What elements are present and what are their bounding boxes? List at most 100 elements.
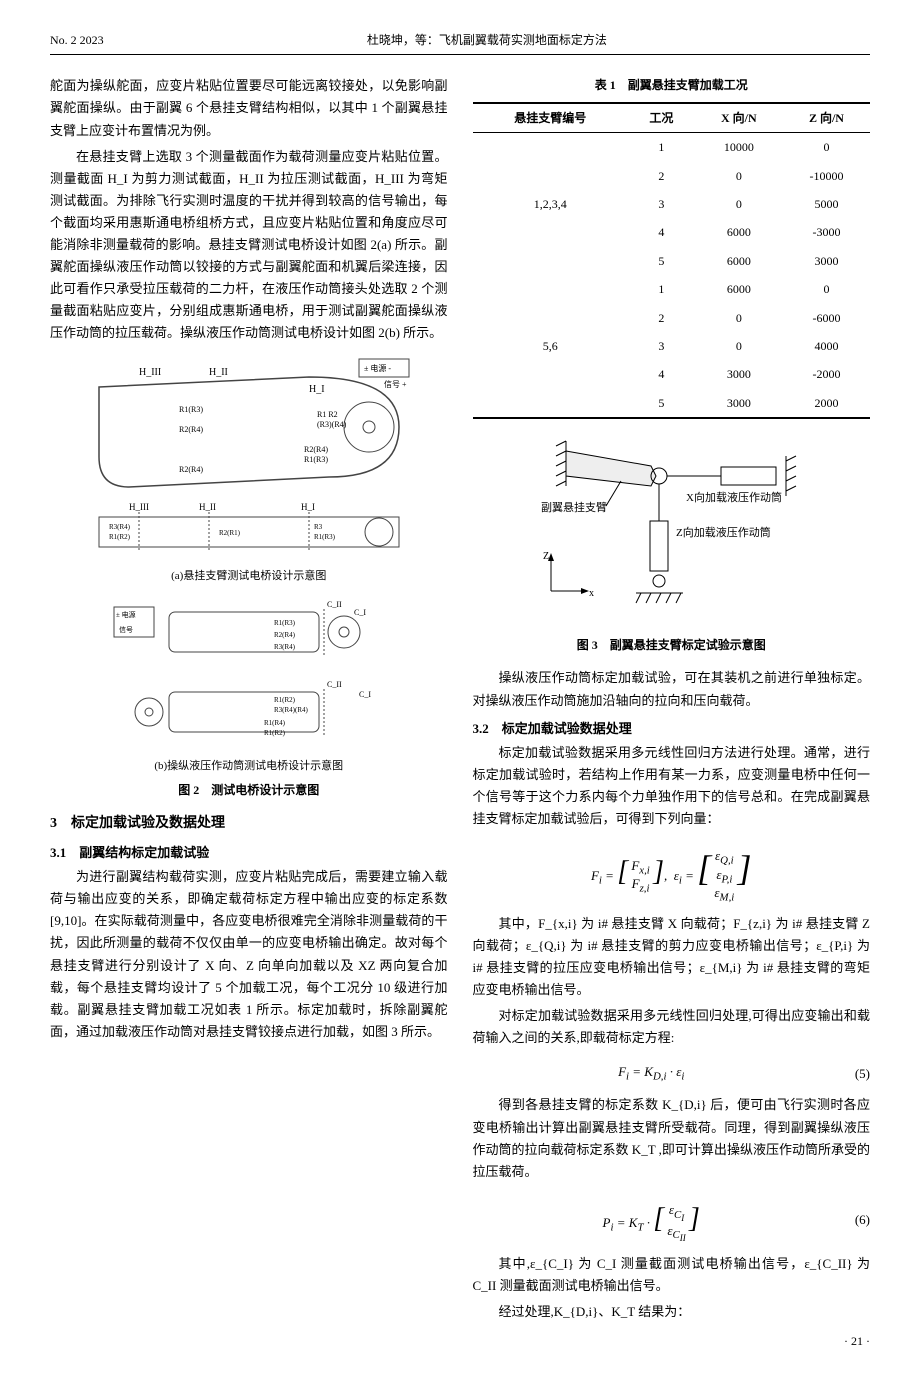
equation-vector: Fi = [ Fx,iFz,i ], εi = [ εQ,iεP,iεM,i ] [473, 838, 871, 905]
svg-text:H_II: H_II [209, 367, 228, 378]
svg-text:R2(R1): R2(R1) [219, 529, 241, 537]
table-cell: -10000 [783, 162, 870, 190]
table-cell: -6000 [783, 304, 870, 332]
figure-2a-svg: H_III H_II H_I R1(R3) R2(R4) R1 R2 (R3)(… [79, 357, 419, 567]
table-cell: -3000 [783, 218, 870, 246]
para-after-fig3: 操纵液压作动筒标定加载试验，可在其装机之前进行单独标定。对操纵液压作动筒施加沿轴… [473, 667, 871, 711]
table-cell: 6000 [695, 247, 783, 275]
table-cell: 2 [628, 162, 695, 190]
sec32-para3: 对标定加载试验数据采用多元线性回归处理,可得出应变输出和载荷输入之间的关系,即载… [473, 1005, 871, 1049]
table-cell: 1 [628, 133, 695, 162]
left-column: 舵面为操纵舵面，应变片粘贴位置要尽可能远离铰接处，以免影响副翼舵面操纵。由于副翼… [50, 75, 448, 1351]
table-cell: 3000 [695, 360, 783, 388]
table-cell: 3000 [783, 247, 870, 275]
svg-text:R3: R3 [314, 523, 323, 531]
equation-5: Fi = KD,i · εi (5) [473, 1053, 871, 1094]
svg-text:信号: 信号 [119, 625, 133, 634]
table-1: 悬挂支臂编号 工况 X 向/N Z 向/N 1,2,3,4110000020-1… [473, 102, 871, 419]
th-z: Z 向/N [783, 103, 870, 133]
section-3-title: 3 标定加载试验及数据处理 [50, 812, 448, 836]
table-cell: 0 [695, 304, 783, 332]
table-cell: 3 [628, 332, 695, 360]
table-cell: 4 [628, 360, 695, 388]
table-cell: 5 [628, 247, 695, 275]
svg-text:R1(R4): R1(R4) [264, 719, 286, 727]
svg-text:H_I: H_I [301, 502, 315, 512]
figure-2b: ± 电源 信号 C_II C_I R1(R3) R2(R4) R3(R4) C_… [50, 597, 448, 800]
svg-text:Z: Z [543, 551, 549, 562]
svg-text:副翼悬挂支臂: 副翼悬挂支臂 [541, 500, 607, 514]
figure-3-caption: 图 3 副翼悬挂支臂标定试验示意图 [473, 635, 871, 655]
table-cell: 6000 [695, 218, 783, 246]
th-arm: 悬挂支臂编号 [473, 103, 629, 133]
svg-text:R1(R3): R1(R3) [314, 533, 336, 541]
svg-text:± 电源 -: ± 电源 - [364, 363, 391, 373]
svg-text:R1(R3): R1(R3) [304, 455, 328, 464]
paragraph-2: 在悬挂支臂上选取 3 个测量截面作为载荷测量应变片粘贴位置。测量截面 H_I 为… [50, 146, 448, 345]
figure-2b-caption: (b)操纵液压作动筒测试电桥设计示意图 [50, 757, 448, 776]
svg-text:R1(R2): R1(R2) [109, 533, 131, 541]
svg-text:H_III: H_III [129, 502, 149, 512]
section-3-2-title: 3.2 标定加载试验数据处理 [473, 718, 871, 740]
table-1-title: 表 1 副翼悬挂支臂加载工况 [473, 75, 871, 95]
figure-3-svg: Z x 副翼悬挂支臂 X向加载液压作动筒 Z向加载液压作动筒 [511, 431, 831, 631]
table-row: 5,6160000 [473, 275, 871, 303]
section-3-1-title: 3.1 副翼结构标定加载试验 [50, 842, 448, 864]
section-3-1-paragraph: 为进行副翼结构载荷实测，应变片粘贴完成后，需要建立输入载荷与输出应变的关系，即确… [50, 866, 448, 1043]
page-header: No. 2 2023 杜晓坤，等：飞机副翼载荷实测地面标定方法 [50, 30, 870, 55]
table-cell: 5 [628, 389, 695, 418]
sec32-para1: 标定加载试验数据采用多元线性回归方法进行处理。通常，进行标定加载试验时，若结构上… [473, 742, 871, 830]
svg-text:信号 +: 信号 + [384, 379, 407, 389]
intro-paragraph: 舵面为操纵舵面，应变片粘贴位置要尽可能远离铰接处，以免影响副翼舵面操纵。由于副翼… [50, 75, 448, 141]
svg-text:Z向加载液压作动筒: Z向加载液压作动筒 [676, 525, 771, 539]
table-cell: 10000 [695, 133, 783, 162]
page-number: · 21 · [473, 1331, 871, 1351]
svg-text:R2(R4): R2(R4) [179, 465, 203, 474]
svg-text:(R3)(R4): (R3)(R4) [317, 420, 347, 429]
sec32-para4: 得到各悬挂支臂的标定系数 K_{D,i} 后，便可由飞行实测时各应变电桥输出计算… [473, 1094, 871, 1182]
cell-arm-label: 5,6 [473, 275, 629, 418]
eq5-num: (5) [830, 1063, 870, 1085]
th-x: X 向/N [695, 103, 783, 133]
table-cell: 6000 [695, 275, 783, 303]
svg-text:R1(R2): R1(R2) [274, 696, 296, 704]
figure-2-caption: 图 2 测试电桥设计示意图 [50, 780, 448, 800]
table-cell: 0 [695, 190, 783, 218]
header-left: No. 2 2023 [50, 30, 104, 50]
table-cell: 2 [628, 304, 695, 332]
svg-text:C_II: C_II [327, 680, 342, 689]
sec32-para2: 其中，F_{x,i} 为 i# 悬挂支臂 X 向载荷；F_{z,i} 为 i# … [473, 913, 871, 1001]
svg-text:R1(R3): R1(R3) [179, 405, 203, 414]
figure-3: Z x 副翼悬挂支臂 X向加载液压作动筒 Z向加载液压作动筒 图 3 副翼悬挂支… [473, 431, 871, 655]
header-center: 杜晓坤，等：飞机副翼载荷实测地面标定方法 [367, 30, 607, 50]
svg-text:± 电源: ± 电源 [116, 610, 136, 619]
svg-text:R2(R4): R2(R4) [179, 425, 203, 434]
svg-text:H_II: H_II [199, 502, 216, 512]
eq6-num: (6) [830, 1209, 870, 1231]
table-cell: 0 [695, 162, 783, 190]
table-cell: -2000 [783, 360, 870, 388]
sec32-para6: 经过处理,K_{D,i}、K_T 结果为： [473, 1301, 871, 1323]
svg-text:H_III: H_III [139, 367, 161, 378]
svg-text:R2(R4): R2(R4) [304, 445, 328, 454]
svg-text:R3(R4): R3(R4) [109, 523, 131, 531]
svg-text:H_I: H_I [309, 384, 325, 395]
svg-text:R1 R2: R1 R2 [317, 410, 338, 419]
table-cell: 2000 [783, 389, 870, 418]
table-cell: 4 [628, 218, 695, 246]
table-row: 1,2,3,41100000 [473, 133, 871, 162]
table-cell: 0 [783, 275, 870, 303]
table-cell: 3000 [695, 389, 783, 418]
svg-text:C_I: C_I [359, 690, 371, 699]
cell-arm-label: 1,2,3,4 [473, 133, 629, 275]
svg-text:R1(R3): R1(R3) [274, 619, 296, 627]
table-cell: 4000 [783, 332, 870, 360]
sec32-para5: 其中,ε_{C_I} 为 C_I 测量截面测试电桥输出信号，ε_{C_II} 为… [473, 1253, 871, 1297]
svg-text:C_I: C_I [354, 608, 366, 617]
table-cell: 0 [695, 332, 783, 360]
svg-text:x: x [589, 588, 594, 599]
svg-text:C_II: C_II [327, 600, 342, 609]
table-cell: 1 [628, 275, 695, 303]
table-cell: 0 [783, 133, 870, 162]
svg-text:R3(R4): R3(R4) [274, 643, 296, 651]
